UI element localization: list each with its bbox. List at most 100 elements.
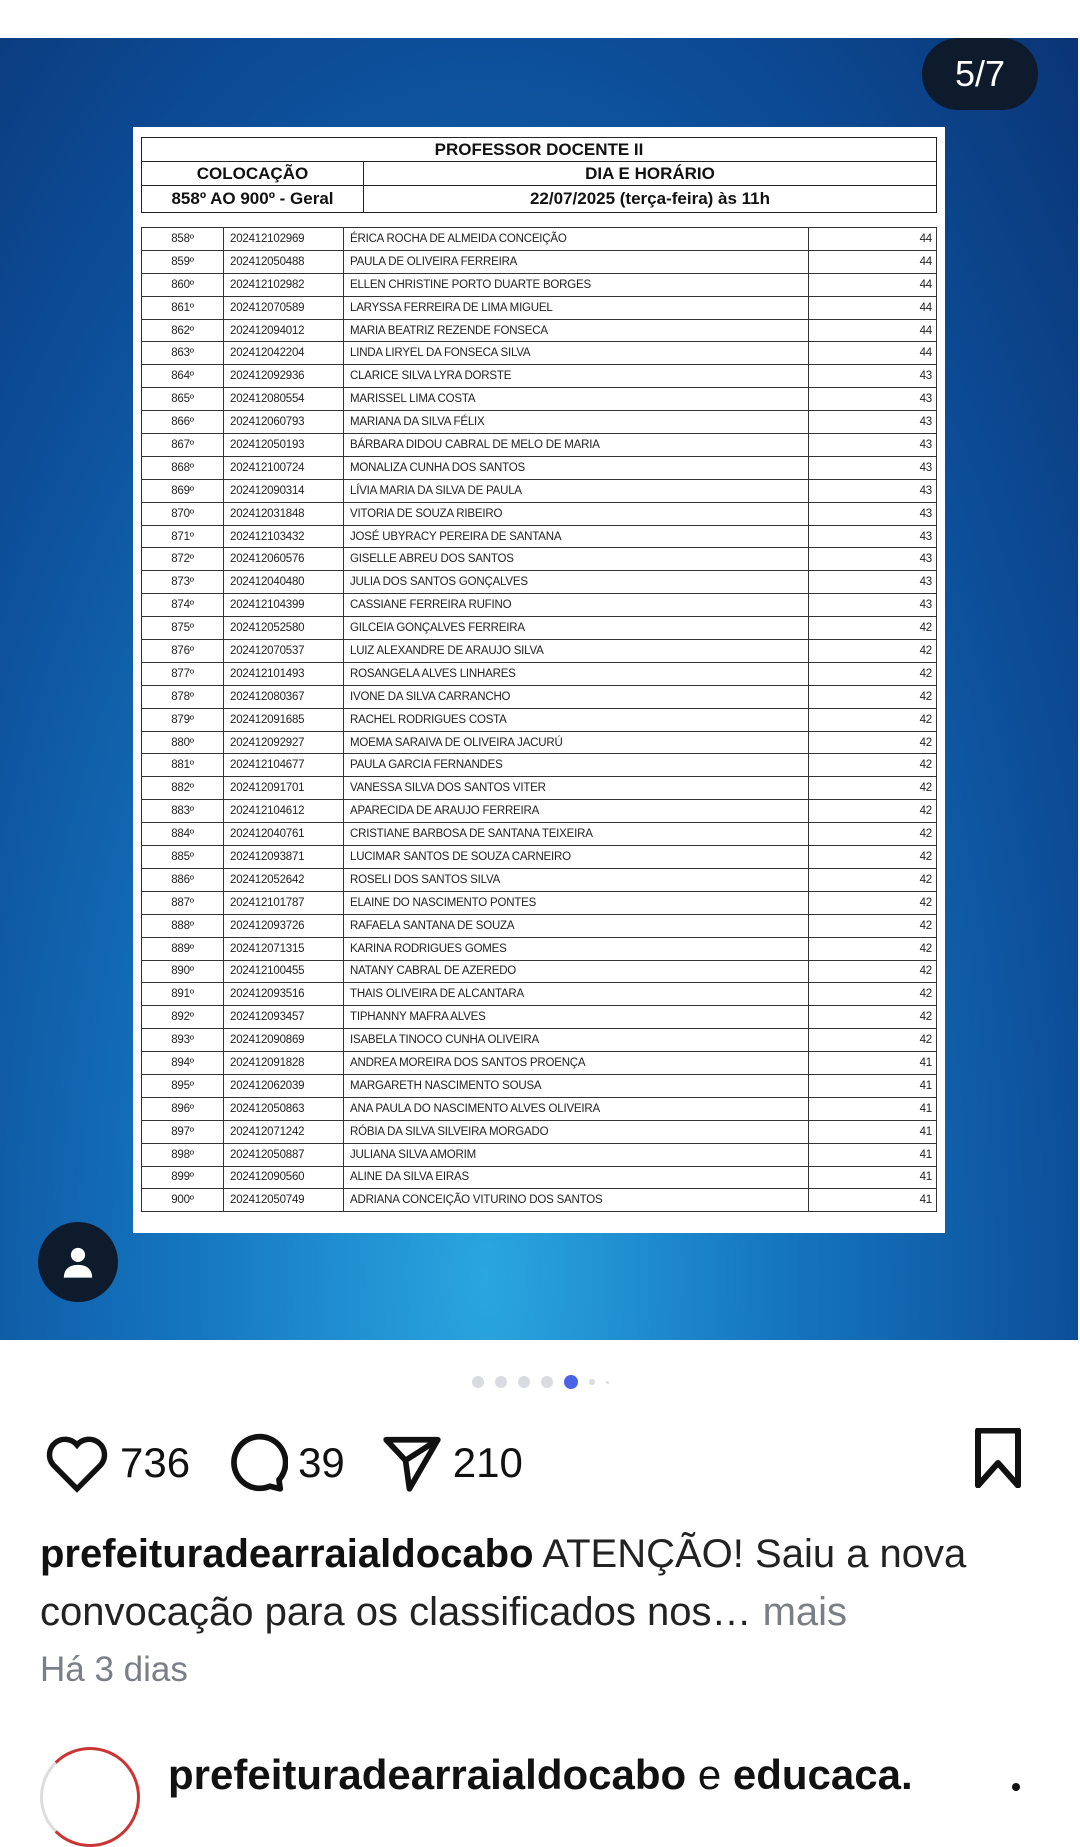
registration-cell: 202412070537 <box>223 639 344 663</box>
name-cell: MONALIZA CUNHA DOS SANTOS <box>343 455 809 480</box>
action-bar: 736 39 210 <box>44 1427 1044 1498</box>
name-cell: LINDA LIRYEL DA FONSECA SILVA <box>343 341 809 366</box>
registration-cell: 202412091685 <box>223 707 344 732</box>
name-cell: VANESSA SILVA DOS SANTOS VITER <box>343 776 809 801</box>
placement-cell: 888º <box>141 913 224 938</box>
table-row: 873º 202412040480 JULIA DOS SANTOS GONÇALV… <box>141 570 937 595</box>
table-row: 897º 202412071242 RÓBIA DA SILVA SILVEIRA … <box>141 1119 937 1144</box>
name-cell: THAIS OLIVEIRA DE ALCANTARA <box>343 982 809 1007</box>
registration-cell: 202412060793 <box>223 410 344 435</box>
name-cell: CRISTIANE BARBOSA DE SANTANA TEIXEIRA <box>343 822 809 847</box>
name-cell: MARGARETH NASCIMENTO SOUSA <box>343 1073 809 1098</box>
score-cell: 41 <box>808 1119 937 1144</box>
registration-cell: 202412104399 <box>223 593 344 618</box>
table-row: 859º 202412050488 PAULA DE OLIVEIRA FERREI… <box>141 249 937 274</box>
name-cell: ELAINE DO NASCIMENTO PONTES <box>343 890 809 915</box>
score-cell: 41 <box>808 1096 937 1121</box>
classification-table: 858º 202412102969 ÉRICA ROCHA DE ALMEIDA C… <box>141 227 937 1213</box>
name-cell: MARISSEL LIMA COSTA <box>343 387 809 412</box>
registration-cell: 202412094012 <box>223 318 344 343</box>
placement-cell: 858º <box>141 227 224 251</box>
table-row: 884º 202412040761 CRISTIANE BARBOSA DE SAN… <box>141 822 937 847</box>
share-button[interactable]: 210 <box>381 1432 523 1494</box>
table-row: 868º 202412100724 MONALIZA CUNHA DOS SANTO… <box>141 455 937 480</box>
score-cell: 42 <box>808 730 937 755</box>
name-cell: ANDREA MOREIRA DOS SANTOS PROENÇA <box>343 1051 809 1075</box>
caption-username[interactable]: prefeituradearraialdocabo <box>40 1532 534 1576</box>
next-username[interactable]: prefeituradearraialdocabo <box>168 1751 687 1798</box>
table-row: 862º 202412094012 MARIA BEATRIZ REZENDE FO… <box>141 318 937 343</box>
table-row: 893º 202412090869 ISABELA TINOCO CUNHA OLI… <box>141 1028 937 1053</box>
table-row: 866º 202412060793 MARIANA DA SILVA FÉLIX 43 <box>141 410 937 435</box>
carousel-dot <box>517 1376 530 1388</box>
like-count: 736 <box>120 1439 191 1486</box>
score-cell: 42 <box>808 799 937 824</box>
post-image-carousel[interactable]: 5/7 PROFESSOR DOCENTE II COLOCAÇÃO DIA E … <box>0 38 1078 1340</box>
placement-cell: 893º <box>141 1028 224 1053</box>
table-row: 888º 202412093726 RAFAELA SANTANA DE SOUZA… <box>141 913 937 938</box>
registration-cell: 202412071315 <box>223 936 344 961</box>
placement-cell: 874º <box>141 593 224 618</box>
share-count: 210 <box>452 1439 523 1486</box>
table-row: 889º 202412071315 KARINA RODRIGUES GOMES 42 <box>141 936 937 961</box>
name-cell: ADRIANA CONCEIÇÃO VITURINO DOS SANTOS <box>343 1188 809 1213</box>
score-cell: 42 <box>808 1005 937 1030</box>
score-cell: 42 <box>808 616 937 641</box>
caption-more-link[interactable]: mais <box>751 1590 848 1634</box>
placement-cell: 900º <box>141 1188 224 1213</box>
registration-cell: 202412080367 <box>223 684 344 709</box>
registration-cell: 202412090560 <box>223 1165 344 1190</box>
registration-cell: 202412101493 <box>223 661 344 686</box>
comment-button[interactable]: 39 <box>226 1432 345 1494</box>
score-cell: 42 <box>808 707 937 732</box>
name-cell: JULIA DOS SANTOS GONÇALVES <box>343 570 809 595</box>
account-avatar[interactable] <box>40 1747 140 1847</box>
registration-cell: 202412092927 <box>223 730 344 755</box>
tagged-users-button[interactable] <box>38 1222 118 1302</box>
score-cell: 42 <box>808 890 937 915</box>
placement-range: 858º AO 900º - Geral <box>142 186 364 212</box>
score-cell: 41 <box>808 1051 937 1075</box>
like-button[interactable]: 736 <box>44 1433 190 1493</box>
placement-cell: 878º <box>141 684 224 709</box>
placement-cell: 883º <box>141 799 224 824</box>
score-cell: 41 <box>808 1188 937 1213</box>
table-row: 863º 202412042204 LINDA LIRYEL DA FONSECA … <box>141 341 937 366</box>
score-cell: 42 <box>808 684 937 709</box>
name-cell: ALINE DA SILVA EIRAS <box>343 1165 809 1190</box>
placement-cell: 879º <box>141 707 224 732</box>
registration-cell: 202412091828 <box>223 1051 344 1075</box>
score-cell: 44 <box>808 227 937 251</box>
placement-cell: 863º <box>141 341 224 366</box>
score-cell: 43 <box>808 364 937 389</box>
placement-cell: 869º <box>141 478 224 503</box>
registration-cell: 202412050749 <box>223 1188 344 1213</box>
registration-cell: 202412040480 <box>223 570 344 595</box>
save-button[interactable] <box>972 1427 1024 1493</box>
score-cell: 42 <box>808 639 937 663</box>
collab-username[interactable]: educaca. <box>732 1751 913 1798</box>
name-cell: PAULA DE OLIVEIRA FERREIRA <box>343 249 809 274</box>
placement-cell: 890º <box>141 959 224 984</box>
name-cell: ROSELI DOS SANTOS SILVA <box>343 867 809 892</box>
placement-cell: 887º <box>141 890 224 915</box>
placement-cell: 865º <box>141 387 224 412</box>
placement-cell: 894º <box>141 1051 224 1075</box>
score-cell: 42 <box>808 959 937 984</box>
registration-cell: 202412100724 <box>223 455 344 480</box>
name-cell: MOEMA SARAIVA DE OLIVEIRA JACURÚ <box>343 730 809 755</box>
user-icon <box>63 1247 93 1278</box>
score-cell: 43 <box>808 433 937 457</box>
carousel-dot-active <box>563 1375 578 1389</box>
placement-cell: 881º <box>141 753 224 778</box>
schedule-date: 22/07/2025 (terça-feira) às 11h <box>529 189 771 208</box>
placement-cell: 868º <box>141 455 224 480</box>
document-header: PROFESSOR DOCENTE II COLOCAÇÃO DIA E HORÁ… <box>141 137 937 213</box>
next-post-header: prefeituradearraialdocabo e educaca. <box>40 1745 1060 1847</box>
registration-cell: 202412102969 <box>223 227 344 251</box>
bookmark-icon <box>975 1427 1021 1489</box>
table-row: 875º 202412052580 GILCEIA GONÇALVES FERREI… <box>141 616 937 641</box>
more-options-icon[interactable] <box>1012 1783 1020 1791</box>
table-row: 860º 202412102982 ELLEN CHRISTINE PORTO DU… <box>141 272 937 297</box>
connector: e <box>686 1751 733 1798</box>
